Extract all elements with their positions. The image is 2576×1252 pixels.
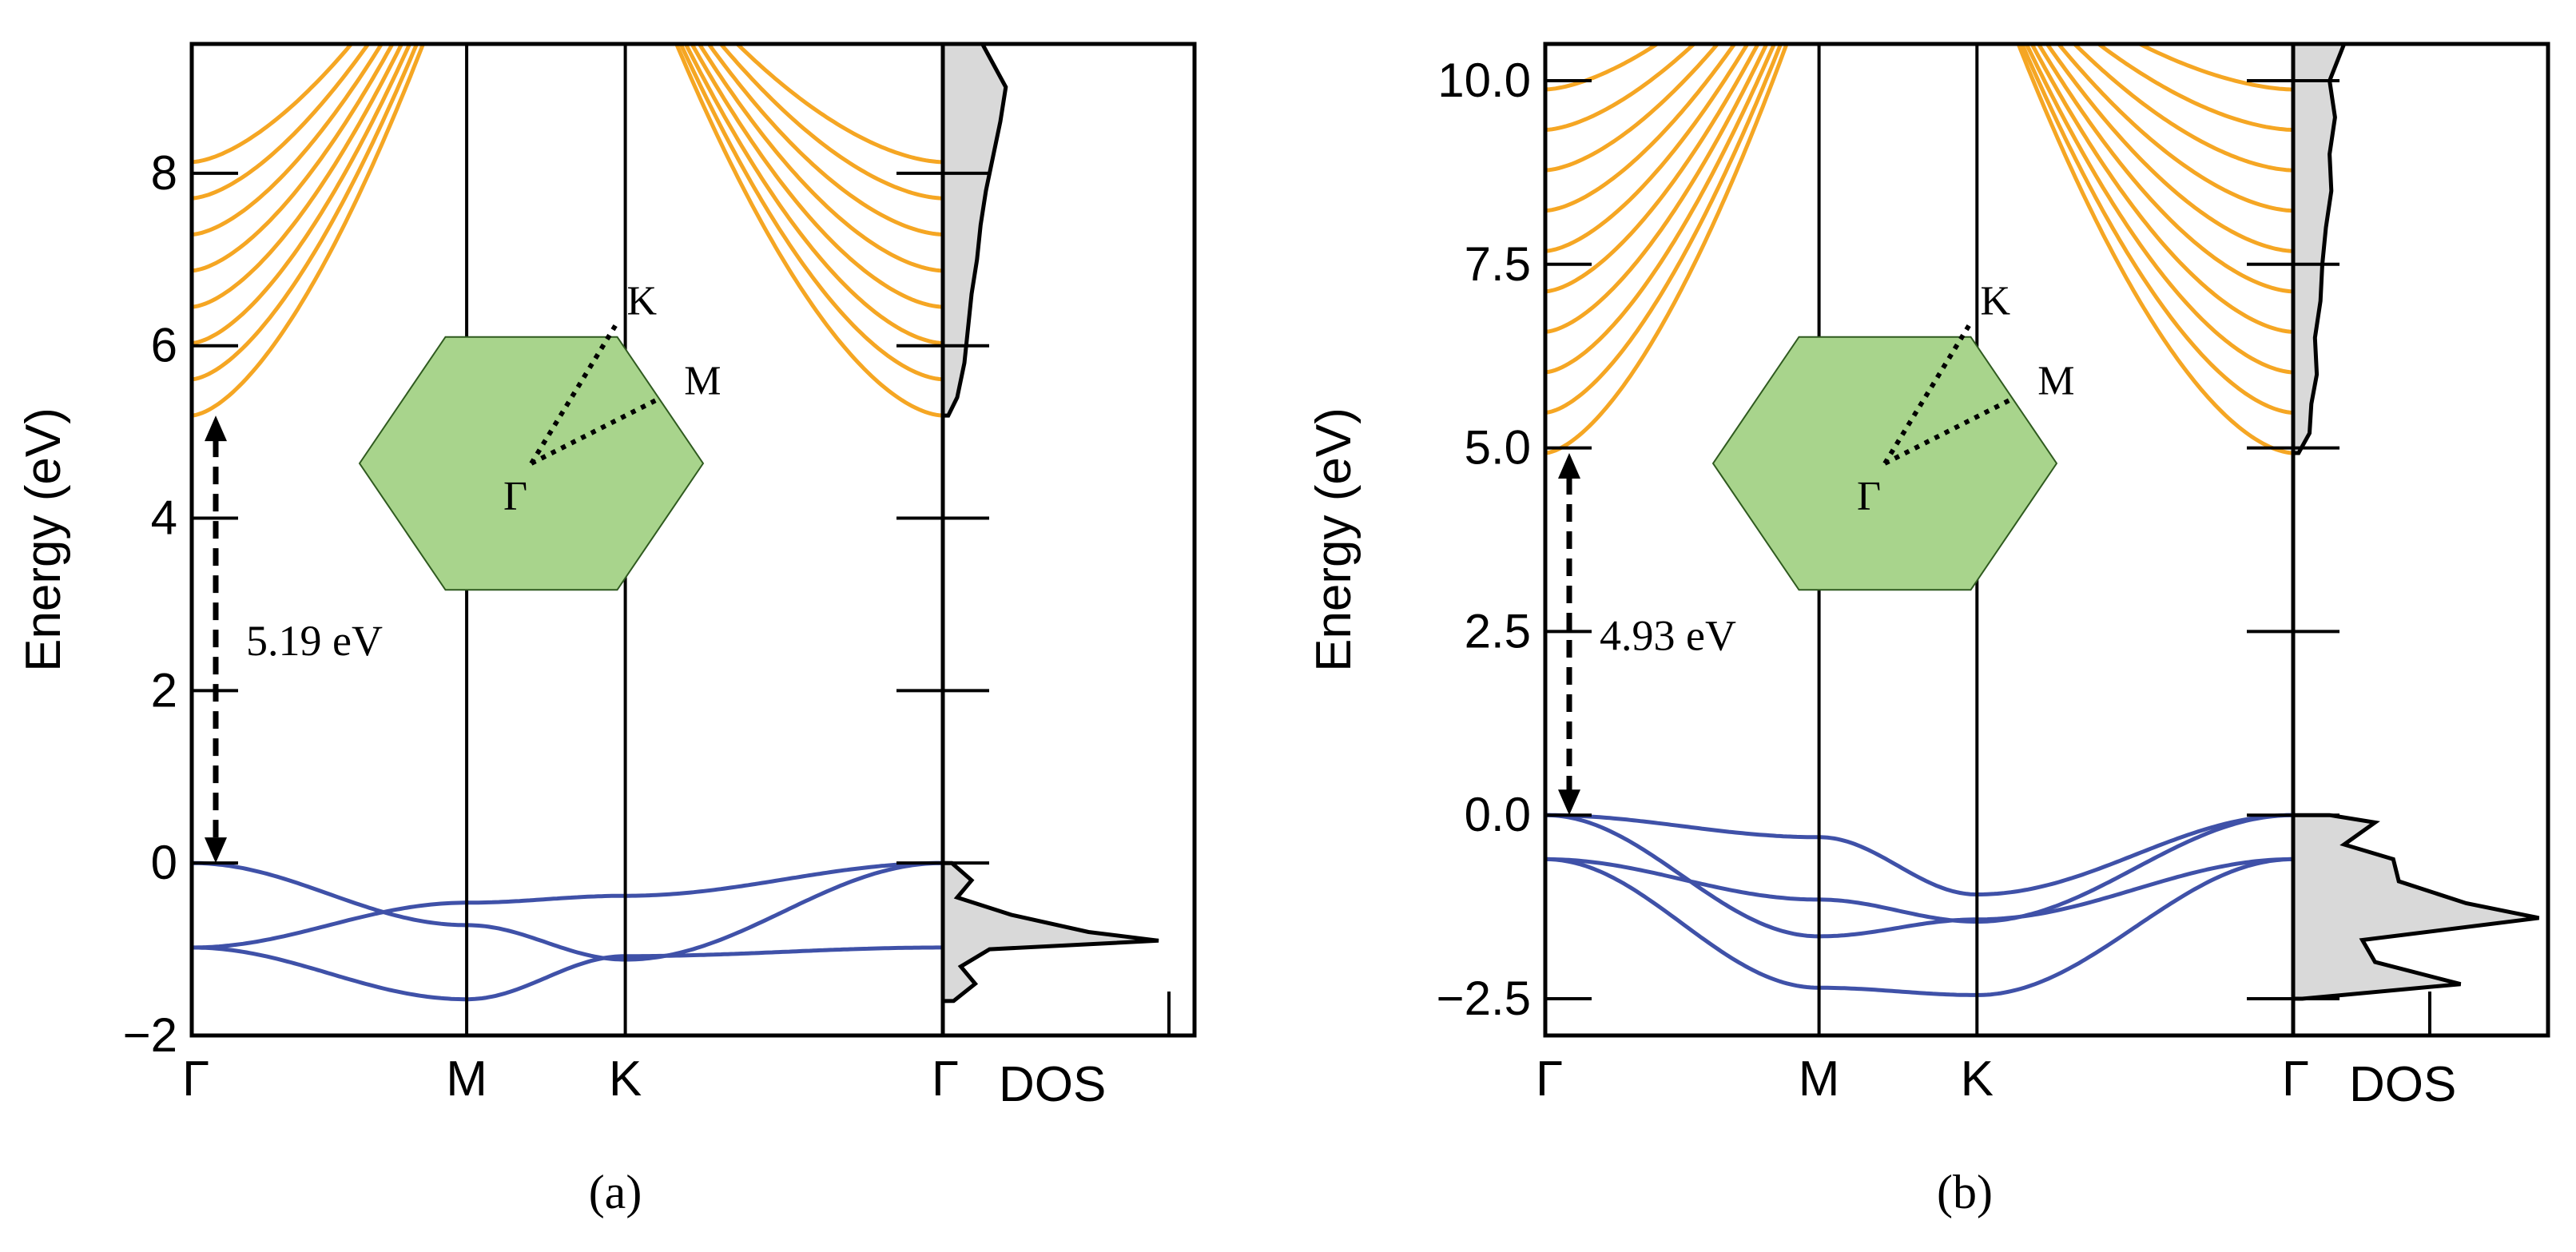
valence-band-VB1	[192, 945, 943, 1002]
inset-label-k: K	[627, 279, 658, 324]
conduction-band-line	[1545, 44, 2293, 375]
conduction-band-line	[192, 44, 943, 273]
gap-annotation: 5.19 eV	[246, 617, 383, 665]
dos-valence-fill	[2293, 813, 2540, 1001]
ytick-label: 10.0	[1437, 54, 1531, 107]
kpath-label: Γ	[2282, 1051, 2309, 1107]
gap-arrow-head-up	[1558, 453, 1580, 479]
conduction-band-line	[1545, 44, 2293, 173]
ytick-label: −2.5	[1437, 972, 1531, 1025]
conduction-band-line	[1545, 44, 2293, 213]
valence-band-VB2	[192, 861, 943, 962]
conduction-band-line	[192, 44, 943, 345]
dos-conduction-fill	[943, 44, 1008, 418]
conduction-band-line	[1545, 44, 2293, 415]
conduction-band-line	[192, 44, 943, 382]
dos-label: DOS	[999, 1057, 1106, 1112]
ytick-label: 5.0	[1465, 421, 1531, 475]
inset-gamma-m-path	[530, 395, 662, 466]
inset-label-k: K	[1981, 279, 2011, 324]
conduction-band-line	[1545, 44, 2293, 294]
gap-arrow-head-down	[205, 837, 227, 864]
conduction-band-line	[1545, 44, 2293, 253]
valence-band-VB1	[1545, 857, 2293, 997]
conduction-band-line	[1545, 44, 2293, 92]
ytick-label: 2.5	[1465, 604, 1531, 658]
kpath-label: M	[1799, 1051, 1840, 1107]
conduction-band-line	[1545, 44, 2293, 455]
kpath-label: Γ	[932, 1051, 959, 1107]
gap-annotation: 4.93 eV	[1600, 612, 1736, 660]
inset-gamma-k-path	[529, 321, 620, 465]
dos-label: DOS	[2349, 1057, 2456, 1112]
panel-label: (b)	[1937, 1166, 1993, 1218]
inset-gamma-m-path	[1883, 395, 2015, 466]
dos-area	[2293, 44, 2540, 1001]
inset-label-m: M	[2037, 358, 2074, 403]
y-axis-label: Energy (eV)	[16, 407, 71, 672]
kpath-label: Γ	[182, 1051, 209, 1107]
axes-frame	[189, 42, 1197, 1038]
conduction-band-line	[192, 44, 943, 236]
gap-arrow-head-down	[1558, 789, 1580, 816]
conduction-band-line	[1545, 44, 2293, 133]
ytick-label: 4	[151, 491, 177, 545]
conduction-band-line	[1545, 44, 2293, 334]
ytick-label: −2	[123, 1008, 177, 1062]
ytick-label: 8	[151, 146, 177, 200]
inset-label-gamma: Γ	[503, 474, 527, 519]
band-plot-area	[192, 44, 943, 1002]
conduction-band-line	[192, 44, 943, 418]
dos-conduction-fill	[2293, 44, 2347, 455]
ytick-label: 2	[151, 663, 177, 717]
inset-gamma-k-path	[1882, 321, 1974, 465]
inset-label-m: M	[684, 358, 721, 403]
valence-band-VB4	[1545, 813, 2293, 896]
band-plot-area	[1545, 44, 2293, 997]
dos-valence-fill	[943, 861, 1159, 1004]
ytick-label: 7.5	[1465, 237, 1531, 291]
ytick-label: 6	[151, 319, 177, 372]
kpath-label: K	[609, 1051, 642, 1107]
conduction-band-line	[192, 44, 943, 309]
valence-band-VB2	[1545, 813, 2293, 939]
panel-label: (a)	[589, 1166, 642, 1218]
ytick-label: 0.0	[1465, 788, 1531, 841]
conduction-band-line	[192, 44, 943, 165]
axes-frame	[1543, 42, 2550, 1038]
ytick-label: 0	[151, 836, 177, 889]
y-axis-label: Energy (eV)	[1306, 407, 1362, 672]
kpath-label: M	[446, 1051, 487, 1107]
gap-arrow-head-up	[205, 415, 227, 442]
kpath-label: Γ	[1536, 1051, 1563, 1107]
dos-area	[943, 44, 1159, 1004]
valence-band-VB3	[1545, 813, 2293, 924]
inset-label-gamma: Γ	[1857, 474, 1881, 519]
conduction-band-line	[192, 44, 943, 201]
valence-band-VB3	[192, 861, 943, 950]
kpath-label: K	[1961, 1051, 1994, 1107]
